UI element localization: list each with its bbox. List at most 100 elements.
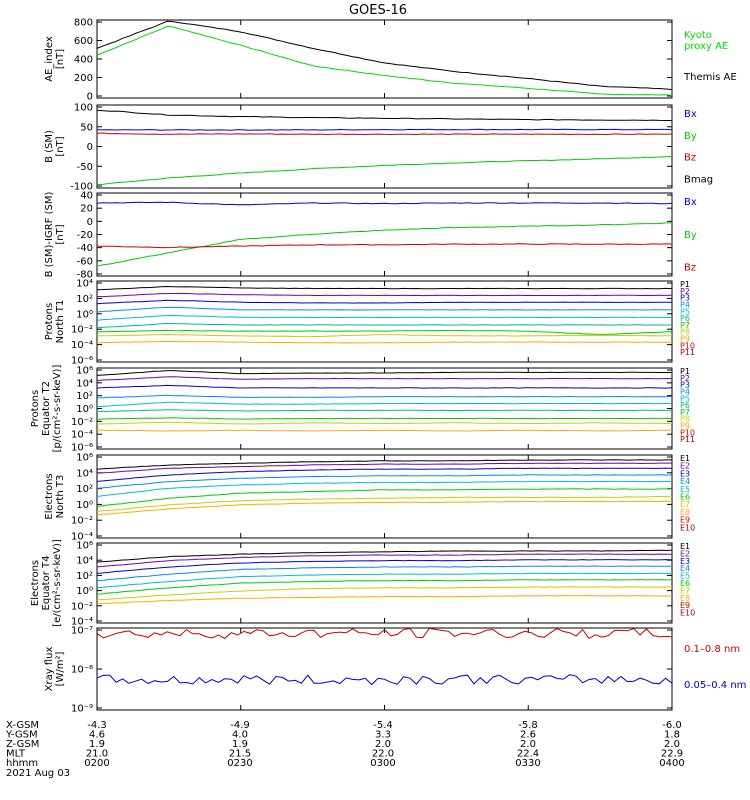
y-axis-label-line: Electrons [30, 560, 41, 606]
series-line-p5 [96, 401, 673, 408]
y-tick-label: 10⁻² [71, 325, 93, 336]
series-line-p3 [96, 299, 673, 305]
legend-entry: P5 [680, 307, 690, 316]
legend-entry: proxy AE [684, 41, 728, 52]
y-tick-label: 0 [87, 92, 93, 103]
y-axis-label-line: [nT] [55, 136, 66, 156]
footer-value: 0200 [84, 758, 109, 769]
legend-entry: Bx [684, 109, 697, 120]
y-tick-label: 10⁰ [76, 404, 93, 415]
series-line-by [96, 222, 672, 267]
footer-value: -5.4 [373, 720, 393, 731]
series-line-bx [96, 201, 673, 206]
series-line-p4 [97, 394, 673, 399]
y-tick-label: 10⁶ [76, 453, 93, 464]
legend-entry: P8 [680, 415, 690, 424]
panel-enorth: ElectronsNorth T310⁶10⁴10²10⁰10⁻²10⁻⁴E1E… [44, 453, 695, 543]
y-tick-label: -50 [77, 162, 93, 173]
y-tick-label: 10² [76, 391, 93, 402]
legend-entry: E6 [680, 579, 690, 588]
legend-entry: P10 [680, 428, 695, 437]
legend-entry: P1 [680, 280, 690, 289]
series-line-e3 [96, 559, 673, 574]
legend-entry: E6 [680, 493, 690, 502]
y-axis-label: B (SM)-IGRF (SM)[nT] [44, 192, 66, 278]
series-line-e8 [96, 595, 673, 605]
panel-pnorth: ProtonsNorth T1 10⁴ 10² 10⁰ 10⁻² 10⁻⁴ 10⁻⁶ P1P2… [44, 279, 695, 367]
legend-entry: P4 [680, 387, 690, 396]
footer-value: 0400 [659, 758, 684, 769]
series-line-themis-ae [96, 20, 673, 90]
footer-value: 4.6 [89, 730, 105, 741]
y-tick-label: 20 [80, 204, 93, 215]
footer-value: 2.6 [520, 730, 536, 741]
series-line-p4 [96, 306, 672, 313]
y-axis-label-line: [nT] [55, 224, 66, 244]
series-line-0-05-0-4-nm [96, 674, 673, 686]
footer-row-label: X-GSM [6, 720, 39, 731]
panel-bigrf: B (SM)-IGRF (SM)[nT] 40 20 0 -20 -40 -60 -80 Bx B… [44, 191, 697, 281]
legend-entry: E10 [680, 523, 695, 532]
series-line-e6 [96, 579, 672, 595]
plot-title: GOES-16 [349, 3, 407, 18]
y-axis-label: ProtonsEquator T2[p/(cm²-s-sr-keV)] [30, 365, 63, 453]
y-axis-label: Xray flux[W/m²] [44, 647, 66, 692]
series-line-p5 [96, 314, 673, 321]
y-tick-label: 10⁻⁴ [71, 532, 93, 543]
y-tick-label: 40 [80, 191, 93, 202]
footer-value: 1.9 [89, 739, 105, 750]
series-line-0-1-0-8-nm [96, 627, 673, 640]
series-line-p9 [96, 341, 673, 344]
y-tick-label: 10⁶ [76, 366, 93, 377]
legend-entry: P10 [680, 341, 695, 350]
legend-entry: Bz [684, 263, 696, 274]
legend-entry: P3 [680, 294, 690, 303]
footer-value: 0230 [227, 758, 252, 769]
footer-value: 2.0 [664, 739, 680, 750]
series-line-e4 [96, 565, 672, 581]
y-axis-label-line: North T1 [55, 300, 66, 344]
series-line-e7 [96, 586, 673, 601]
y-tick-label: 10⁰ [76, 309, 93, 320]
y-tick-label: -60 [77, 256, 93, 267]
y-tick-label: 800 [74, 18, 93, 29]
footer-row-label: hhmm [6, 758, 38, 769]
footer-value: 3.3 [375, 730, 391, 741]
y-tick-label: 10⁰ [76, 586, 93, 597]
y-tick-label: 0 [87, 142, 93, 153]
y-tick-label: 10⁻⁴ [71, 340, 93, 351]
footer-value: 22.9 [661, 749, 683, 760]
legend-entry: E3 [680, 557, 690, 566]
footer-value: -5.8 [518, 720, 538, 731]
series-line-bz [96, 132, 673, 136]
series-line-by [96, 155, 673, 186]
legend-entry: P2 [680, 287, 690, 296]
legend-entry: Bx [684, 197, 697, 208]
series-line-p2 [96, 376, 673, 381]
legend-entry: P6 [680, 314, 690, 323]
y-tick-label: 10⁻² [71, 516, 93, 527]
footer-value: 21.5 [229, 749, 251, 760]
y-axis-label-line: Equator T4 [41, 556, 52, 611]
legend-entry: E8 [680, 508, 690, 517]
footer-date: 2021 Aug 03 [6, 768, 70, 779]
y-tick-label: 400 [74, 55, 93, 66]
legend-entry: E4 [680, 477, 690, 486]
panel-frame [96, 627, 673, 711]
footer-value: 2.0 [375, 739, 391, 750]
y-tick-label: 0 [87, 217, 93, 228]
legend-entry: E7 [680, 586, 690, 595]
legend-entry: E8 [680, 594, 690, 603]
panel-xray: Xray flux[W/m²] 10⁻⁷ 10⁻⁸ 10⁻⁹ 0.1–0.8 nm 0.0… [44, 626, 746, 715]
y-tick-label: 10⁻⁸ [71, 665, 93, 676]
y-tick-label: 10⁻² [71, 601, 93, 612]
y-axis-label-line: B (SM)-IGRF (SM) [44, 192, 55, 278]
series-line-e7 [96, 495, 673, 512]
y-axis-label: ProtonsNorth T1 [44, 300, 66, 344]
legend-entry: P2 [680, 374, 690, 383]
legend-entry: P1 [680, 367, 690, 376]
series-line-p1 [96, 370, 672, 376]
y-tick-label: 10⁴ [76, 468, 93, 479]
